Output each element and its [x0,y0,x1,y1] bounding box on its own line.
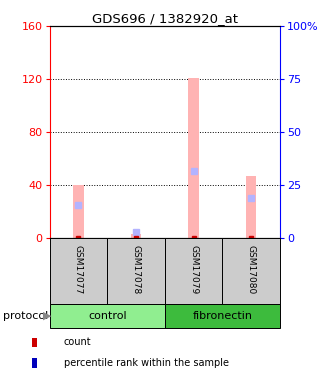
Text: control: control [88,311,126,321]
Bar [107,238,165,304]
Bar [165,304,280,328]
Bar [131,234,141,238]
Text: ▶: ▶ [43,311,52,321]
Bar [188,78,199,238]
Bar [246,176,256,238]
Bar [165,238,222,304]
Text: GSM17077: GSM17077 [74,245,83,294]
Text: GSM17080: GSM17080 [247,245,256,294]
Bar [50,238,107,304]
Text: percentile rank within the sample: percentile rank within the sample [64,358,229,368]
Bar [50,304,165,328]
Text: fibronectin: fibronectin [192,311,252,321]
Text: GSM17079: GSM17079 [189,245,198,294]
Text: protocol: protocol [3,311,48,321]
Text: GSM17078: GSM17078 [132,245,140,294]
Title: GDS696 / 1382920_at: GDS696 / 1382920_at [92,12,238,25]
Bar [222,238,280,304]
Text: count: count [64,337,92,347]
Bar [73,185,84,238]
